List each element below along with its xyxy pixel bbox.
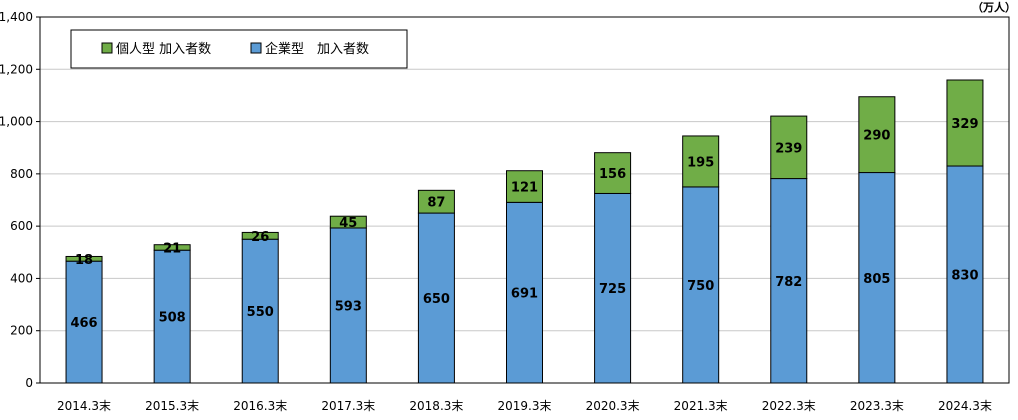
data-label: 691 <box>511 287 538 302</box>
y-tick-label: 400 <box>10 271 33 285</box>
bar-segment-kojin <box>594 152 632 194</box>
data-label: 466 <box>70 316 97 331</box>
x-tick-label: 2022.3末 <box>762 399 816 413</box>
x-tick-label: 2020.3末 <box>586 399 640 413</box>
data-label: 725 <box>599 282 626 297</box>
data-label: 45 <box>339 216 357 231</box>
legend-label: 企業型 加入者数 <box>265 41 369 57</box>
legend: 個人型 加入者数 企業型 加入者数 <box>70 29 408 69</box>
bar-segment-kojin <box>946 79 984 167</box>
x-tick-label: 2017.3末 <box>321 399 375 413</box>
bar-segment-kojin <box>682 135 720 188</box>
bar-segment-kojin <box>329 215 367 229</box>
bar-segment-kojin <box>858 96 896 174</box>
y-tick-label: 1,400 <box>0 10 33 24</box>
y-tick-label: 1,000 <box>0 115 33 129</box>
data-label: 195 <box>687 155 714 170</box>
data-label: 329 <box>951 117 978 132</box>
x-tick-label: 2019.3末 <box>498 399 552 413</box>
x-axis-ticks: 2014.3末 2015.3末 2016.3末 2017.3末 2018.3末 2019.… <box>57 399 992 413</box>
y-tick-label: 800 <box>10 167 33 181</box>
data-label: 508 <box>159 311 186 326</box>
data-label: 156 <box>599 167 626 182</box>
data-label: 21 <box>163 241 181 256</box>
bar-segment-kigyo <box>594 192 632 384</box>
data-label: 550 <box>247 305 274 320</box>
data-label: 593 <box>335 299 362 314</box>
bar-segment-kigyo <box>946 165 984 384</box>
y-tick-label: 1,200 <box>0 62 33 76</box>
bar-segment-kigyo <box>770 178 808 384</box>
plot-frame <box>39 16 1010 384</box>
x-tick-label: 2015.3末 <box>145 399 199 413</box>
x-tick-label: 2014.3末 <box>57 399 111 413</box>
data-label: 239 <box>775 141 802 156</box>
data-label: 805 <box>863 272 890 287</box>
bar-segment-kojin <box>241 231 279 240</box>
legend-swatch <box>250 42 262 54</box>
bar-segment-kojin <box>65 255 103 262</box>
bar-segment-kojin <box>770 115 808 180</box>
data-label: 750 <box>687 279 714 294</box>
data-label: 782 <box>775 275 802 290</box>
legend-box <box>70 29 408 69</box>
bar-segment-kigyo <box>153 249 191 384</box>
x-tick-label: 2016.3末 <box>233 399 287 413</box>
unit-label: （万人） <box>972 0 1016 14</box>
data-label: 121 <box>511 181 538 196</box>
x-tick-label: 2023.3末 <box>850 399 904 413</box>
x-tick-label: 2018.3末 <box>409 399 463 413</box>
x-tick-label: 2021.3末 <box>674 399 728 413</box>
data-label: 290 <box>863 129 890 144</box>
y-tick-label: 200 <box>10 324 33 338</box>
bar-segment-kojin <box>153 244 191 251</box>
bars: 466 18 508 21 550 26 593 45 650 87 691 121 725 156 750… <box>65 79 984 384</box>
y-axis-ticks: 0 200 400 600 800 1,000 1,200 1,400 <box>0 10 40 390</box>
data-label: 87 <box>427 196 445 211</box>
y-tick-label: 600 <box>10 219 33 233</box>
bar-segment-kigyo <box>65 260 103 384</box>
data-label: 26 <box>251 230 269 245</box>
bar-segment-kigyo <box>329 227 367 384</box>
bar-segment-kojin <box>506 170 543 203</box>
data-label: 650 <box>423 292 450 307</box>
bar-segment-kigyo <box>682 186 720 384</box>
bar-segment-kojin <box>417 189 455 214</box>
legend-label: 個人型 加入者数 <box>116 42 211 57</box>
y-tick-label: 0 <box>25 376 33 390</box>
bar-segment-kigyo <box>506 201 543 384</box>
data-label: 830 <box>951 269 978 284</box>
bar-segment-kigyo <box>417 212 455 384</box>
data-label: 18 <box>75 253 93 268</box>
legend-swatch <box>101 42 113 54</box>
x-tick-label: 2024.3末 <box>938 399 992 413</box>
